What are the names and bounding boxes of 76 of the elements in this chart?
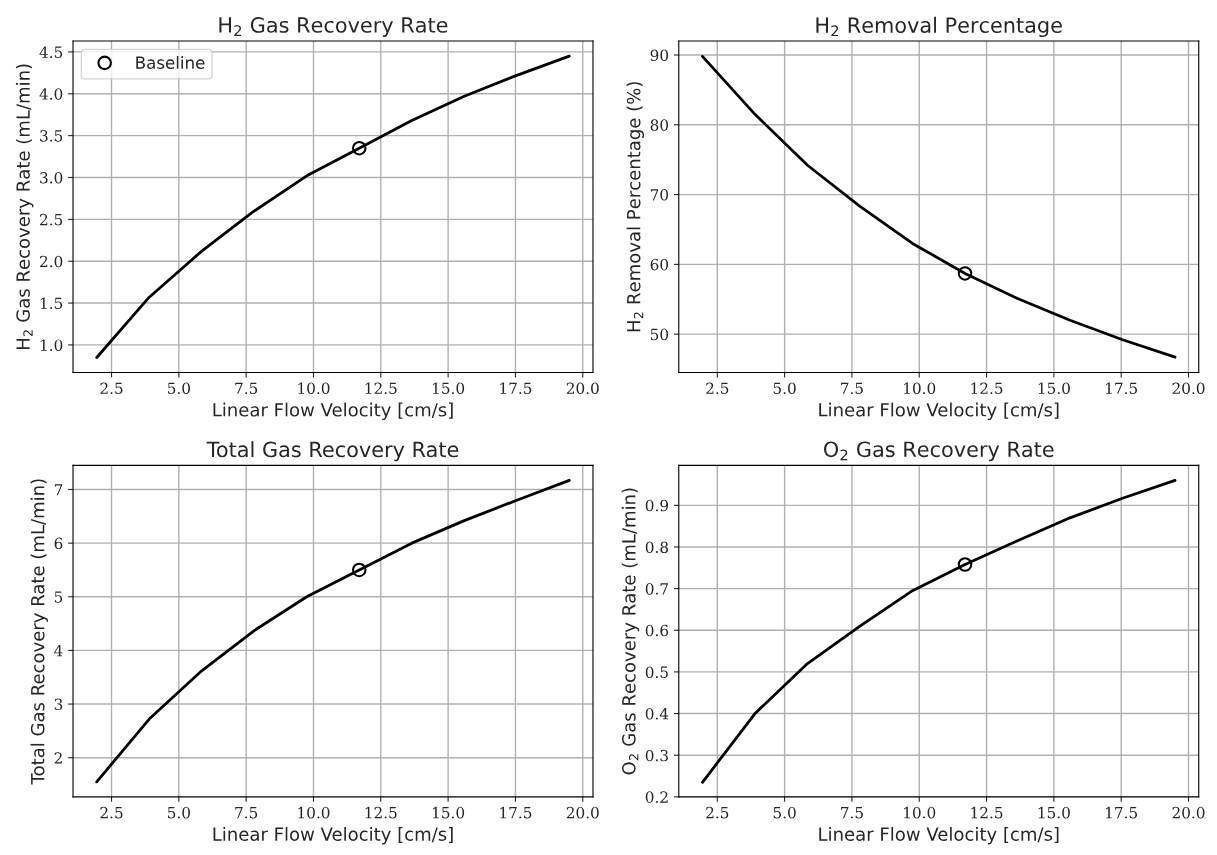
- y-tick-label: 0.9: [645, 499, 669, 512]
- line-series: [95, 478, 571, 784]
- x-tick-label: 15.0: [1038, 806, 1070, 819]
- chart-title: H$_{2}$ Removal Percentage: [816, 16, 1062, 38]
- x-tick-label: 2.5: [100, 382, 123, 395]
- x-tick-label: 10.0: [904, 382, 936, 395]
- y-tick-label: 2: [54, 752, 62, 764]
- x-tick-label: 5.0: [167, 382, 190, 395]
- x-tick-label: 20.0: [1172, 806, 1205, 819]
- y-tick-label: 3.5: [40, 130, 63, 142]
- x-tick-label: 12.5: [971, 382, 1003, 395]
- y-tick-label: 0.4: [645, 708, 669, 720]
- x-tick-label: 15.0: [432, 806, 465, 819]
- chart-title: Total Gas Recovery Rate: [206, 441, 459, 462]
- y-tick-label: 6: [54, 537, 63, 550]
- y-tick-label: 60: [650, 258, 669, 271]
- y-tick-label: 80: [650, 119, 669, 131]
- x-tick-label: 10.0: [298, 806, 330, 819]
- line-series: [95, 54, 571, 359]
- x-axis-title: Linear Flow Velocity [cm/s]: [819, 402, 1059, 421]
- y-tick-label: 4.0: [39, 88, 63, 100]
- y-tick-label: 3: [54, 698, 63, 711]
- x-tick-label: 20.0: [1172, 382, 1205, 395]
- x-tick-label: 2.5: [100, 806, 123, 819]
- x-tick-label: 20.0: [566, 806, 599, 819]
- y-tick-label: 0.2: [645, 791, 668, 803]
- x-tick-label: 12.5: [365, 382, 397, 395]
- x-tick-label: 5.0: [167, 806, 190, 819]
- y-tick-label: 0.5: [645, 666, 668, 678]
- x-tick-label: 17.5: [1106, 806, 1138, 819]
- chart-title: H$_{2}$ Gas Recovery Rate: [219, 17, 448, 37]
- y-tick-label: 0.7: [645, 583, 668, 595]
- y-tick-label: 0.6: [645, 624, 669, 637]
- y-tick-label: 0.8: [645, 541, 669, 554]
- y-axis-title: H$_{2}$ Removal Percentage (%): [626, 82, 645, 332]
- x-tick-label: 5.0: [773, 382, 796, 395]
- x-tick-label: 10.0: [904, 806, 936, 819]
- y-tick-label: 4.5: [39, 46, 63, 58]
- y-axis-title: O$_{2}$ Gas Recovery Rate (mL/min): [621, 488, 640, 775]
- y-tick-label: 7: [54, 484, 63, 496]
- y-tick-label: 70: [650, 189, 669, 201]
- line-series: [701, 55, 1177, 359]
- x-tick-label: 20.0: [566, 382, 599, 395]
- x-tick-label: 2.5: [706, 806, 729, 819]
- legend-label: Baseline: [136, 56, 205, 69]
- y-tick-label: 5: [54, 591, 63, 603]
- y-tick-label: 50: [650, 328, 669, 341]
- y-tick-label: 3.0: [40, 171, 63, 184]
- x-axis-title: Linear Flow Velocity [cm/s]: [819, 826, 1059, 845]
- x-tick-label: 7.5: [235, 807, 258, 819]
- x-tick-label: 17.5: [500, 382, 532, 395]
- x-axis-title: Linear Flow Velocity [cm/s]: [213, 826, 453, 845]
- y-axis-title: H$_{2}$ Gas Recovery Rate (mL/min): [15, 64, 34, 350]
- x-tick-label: 7.5: [841, 807, 863, 819]
- x-tick-label: 15.0: [1038, 382, 1070, 395]
- y-tick-label: 1.5: [40, 297, 63, 310]
- x-axis-title: Linear Flow Velocity [cm/s]: [213, 402, 453, 421]
- x-tick-label: 5.0: [773, 806, 796, 819]
- x-tick-label: 12.5: [971, 806, 1003, 819]
- x-tick-label: 17.5: [1106, 382, 1138, 395]
- x-tick-label: 2.5: [706, 382, 729, 395]
- y-tick-label: 0.3: [645, 749, 668, 762]
- line-series: [701, 478, 1177, 784]
- x-tick-label: 17.5: [500, 806, 532, 819]
- y-tick-label: 4: [54, 644, 63, 657]
- x-tick-label: 7.5: [235, 382, 258, 395]
- x-tick-label: 7.5: [841, 382, 863, 395]
- y-tick-label: 2.5: [40, 213, 63, 226]
- x-tick-label: 12.5: [365, 806, 397, 819]
- y-tick-label: 2.0: [40, 255, 63, 268]
- x-tick-label: 15.0: [432, 382, 465, 395]
- chart-title: O$_{2}$ Gas Recovery Rate: [823, 441, 1054, 462]
- y-tick-label: 90: [650, 49, 669, 62]
- x-tick-label: 10.0: [298, 382, 330, 395]
- y-tick-label: 1.0: [40, 339, 63, 351]
- y-axis-title: Total Gas Recovery Rate (mL/min): [30, 479, 49, 785]
